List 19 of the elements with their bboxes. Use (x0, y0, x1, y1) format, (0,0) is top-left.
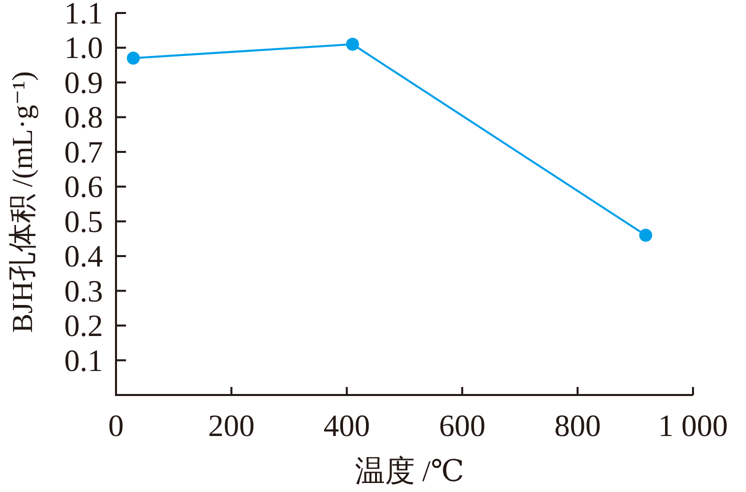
y-tick-label: 0.7 (64, 134, 103, 170)
x-tick-label: 600 (438, 408, 486, 443)
y-tick-label: 0.4 (64, 238, 103, 274)
y-tick-label: 0.2 (64, 308, 103, 344)
x-tick-label: 0 (108, 408, 124, 443)
y-axis-title: BJH孔体积 /(mL·g⁻¹) (7, 71, 39, 333)
y-tick-label: 1.1 (64, 0, 103, 30)
x-tick-label: 800 (554, 408, 601, 443)
y-tick-label: 0.3 (64, 273, 103, 308)
y-tick-label: 0.5 (64, 204, 103, 239)
x-tick-label: 400 (324, 408, 370, 443)
y-tick-label: 0.1 (64, 342, 103, 378)
y-tick-label: 0.9 (64, 64, 103, 100)
y-tick-label: 0.6 (64, 169, 103, 204)
y-tick-label: 0.8 (64, 100, 103, 135)
y-tick-label: 1.0 (64, 30, 103, 66)
x-axis-title: 温度 /℃ (354, 455, 464, 488)
x-tick-label: 1 000 (658, 408, 728, 443)
x-tick-label: 200 (208, 408, 255, 443)
